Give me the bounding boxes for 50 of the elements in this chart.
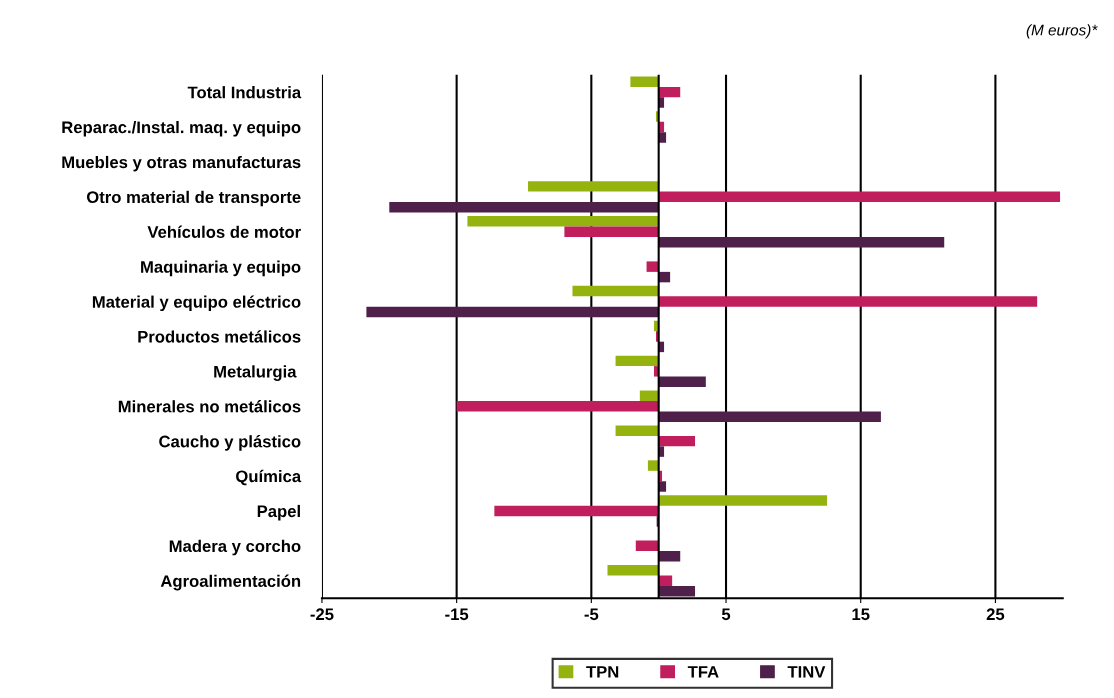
bar [615, 355, 659, 367]
y-tick-label: Material y equipo eléctrico [92, 295, 301, 312]
y-tick-label: Total Industria [187, 86, 302, 99]
x-tick-label: -5 [584, 608, 599, 621]
legend-label: TPN [586, 666, 619, 678]
bar [658, 435, 696, 447]
bar [658, 296, 1038, 307]
bar [467, 216, 659, 227]
bar [494, 505, 659, 517]
y-tick-label: Muebles y otras manufacturas [62, 155, 301, 172]
bar [658, 411, 881, 422]
bar [658, 236, 945, 248]
bar [564, 226, 659, 237]
bar [658, 585, 696, 597]
y-tick-label: Madera y corcho [169, 539, 301, 556]
y-tick-label: Agroalimentación [160, 574, 301, 591]
bar [646, 261, 659, 272]
text: (M euros)* [1026, 24, 1098, 39]
y-tick-label: Caucho y plástico [159, 435, 301, 451]
bar [658, 551, 681, 562]
bar [635, 540, 659, 552]
y-tick-label: Reparac./Instal. maq. y equipo [62, 121, 301, 137]
bar [456, 401, 659, 412]
y-tick-label: Metalurgia [214, 365, 297, 381]
legend-label: TFA [687, 666, 719, 678]
bar [647, 460, 659, 471]
bar [630, 76, 659, 87]
bar [658, 191, 1061, 203]
x-tick-label: -15 [445, 608, 469, 621]
bar [615, 425, 659, 436]
y-tick-label: Productos metálicos [138, 330, 301, 343]
legend-label: TINV [787, 666, 826, 678]
y-tick-label: Papel [257, 504, 300, 521]
x-tick-label: 15 [852, 608, 870, 621]
x-tick-label: -25 [310, 608, 334, 621]
y-tick-label: Vehículos de motor [147, 225, 301, 238]
x-tick-label: 25 [986, 608, 1005, 621]
y-tick-label: Maquinaria y equipo [141, 260, 301, 277]
bar [528, 181, 659, 192]
bar [639, 390, 659, 401]
bar [658, 376, 706, 388]
x-tick-label: 5 [721, 608, 731, 621]
bar [389, 202, 659, 213]
bar [607, 565, 659, 576]
bar [366, 306, 659, 318]
bar [658, 495, 828, 506]
y-tick-label: Química [236, 469, 302, 486]
bar [572, 285, 659, 297]
y-tick-label: Minerales no metálicos [118, 400, 301, 413]
y-tick-label: Otro material de transporte [86, 190, 301, 207]
